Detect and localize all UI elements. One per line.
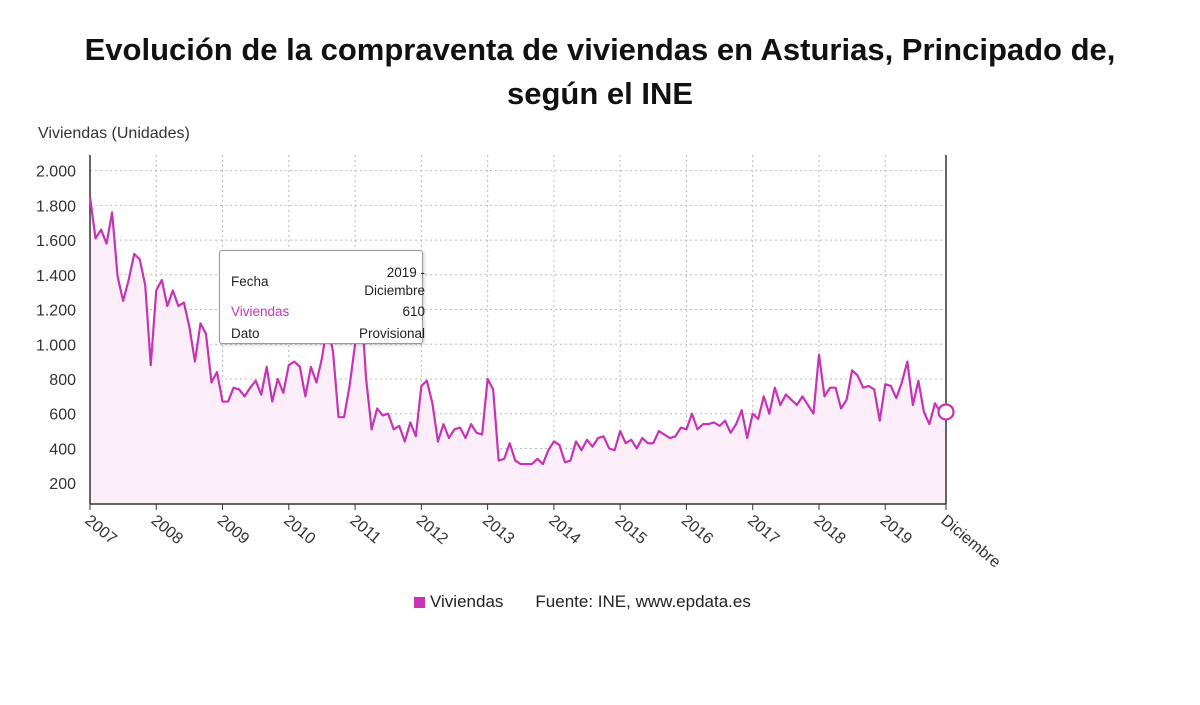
x-tick-label: 2015 <box>612 512 650 548</box>
y-tick-label: 1.200 <box>36 303 76 320</box>
series-line <box>88 196 946 466</box>
legend: Viviendas Fuente: INE, www.epdata.es <box>414 592 751 612</box>
x-tick-label: 2013 <box>479 512 517 548</box>
y-tick-label: 1.000 <box>36 337 76 354</box>
x-tick-label: 2009 <box>214 512 252 548</box>
tooltip-fecha-value-line1: 2019 - <box>386 265 425 280</box>
tooltip-series-label: Viviendas <box>231 304 290 319</box>
area-fill <box>90 196 946 505</box>
chart-title: Evolución de la compraventa de viviendas… <box>84 32 1116 111</box>
x-tick-label: 2017 <box>744 512 782 548</box>
y-tick-label: 400 <box>49 441 76 458</box>
x-tick-label: 2019 <box>877 512 915 548</box>
x-tick-label: 2012 <box>413 512 451 548</box>
x-tick-label: Diciembre <box>937 512 1003 571</box>
legend-series-name[interactable]: Viviendas <box>430 592 504 611</box>
tooltip-series-value: 610 <box>402 304 425 319</box>
y-tick-label: 2.000 <box>36 164 76 181</box>
tooltip-dato-label: Dato <box>231 326 260 341</box>
x-tick-label: 2018 <box>810 512 848 548</box>
y-tick-label: 1.800 <box>36 198 76 215</box>
y-tick-label: 1.400 <box>36 268 76 285</box>
y-tick-label: 1.600 <box>36 233 76 250</box>
x-tick-label: 2010 <box>280 512 318 548</box>
x-tick-label: 2011 <box>347 512 384 547</box>
x-tick-label: 2016 <box>678 512 716 548</box>
series-area <box>90 196 946 505</box>
y-tick-label: 600 <box>49 407 76 424</box>
tooltip-dato-value: Provisional <box>358 326 425 341</box>
tooltip-fecha-label: Fecha <box>231 274 269 289</box>
last-point-marker-circle[interactable] <box>937 403 955 421</box>
axes <box>89 155 947 510</box>
last-point-marker[interactable] <box>937 403 955 421</box>
y-tick-label: 800 <box>49 372 76 389</box>
x-tick-labels: 2007 2008 2009 2010 2011 2012 2013 2014 2015 2016… <box>81 512 1003 571</box>
source-text: Fuente: INE, www.epdata.es <box>535 592 751 611</box>
tooltip: Fecha 2019 - Diciembre Viviendas 610 Dat… <box>219 250 425 344</box>
series-path <box>88 196 946 466</box>
x-tick-label: 2008 <box>148 512 186 548</box>
y-axis-label: Viviendas (Unidades) <box>38 125 190 142</box>
y-tick-labels: 200 400 600 800 1.000 1.200 1.400 1.600 1.800 2.0… <box>36 164 76 494</box>
y-tick-label: 200 <box>49 476 76 493</box>
x-tick-label: 2014 <box>545 512 583 548</box>
legend-swatch <box>414 596 425 608</box>
tooltip-fecha-value-line2: Diciembre <box>364 283 425 298</box>
x-tick-label: 2007 <box>81 512 119 548</box>
